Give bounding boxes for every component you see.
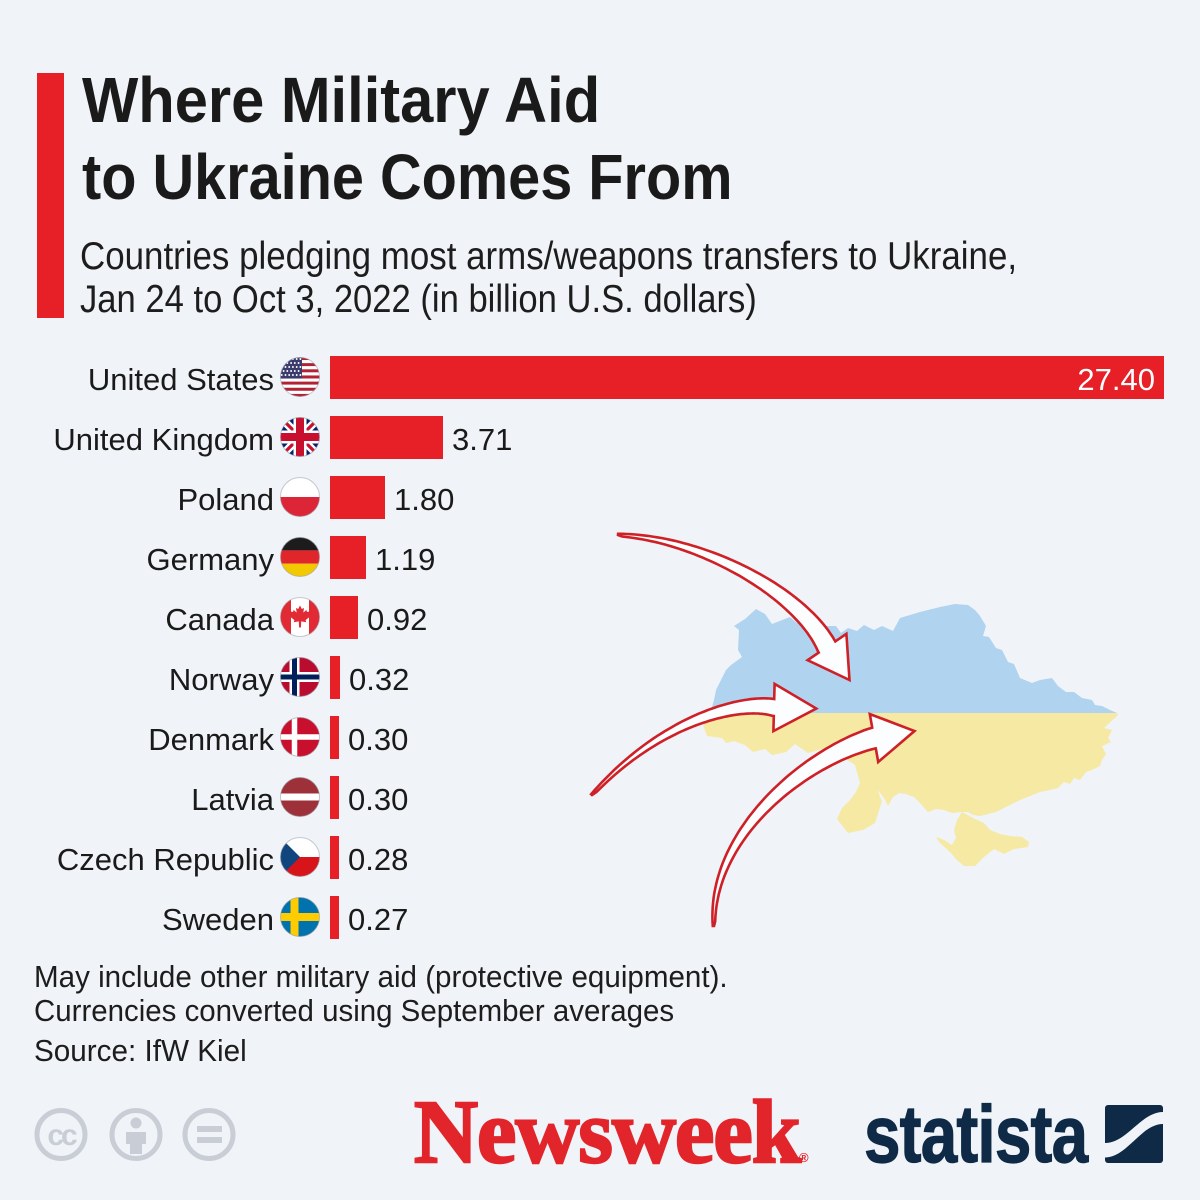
svg-text:cc: cc xyxy=(47,1119,77,1152)
